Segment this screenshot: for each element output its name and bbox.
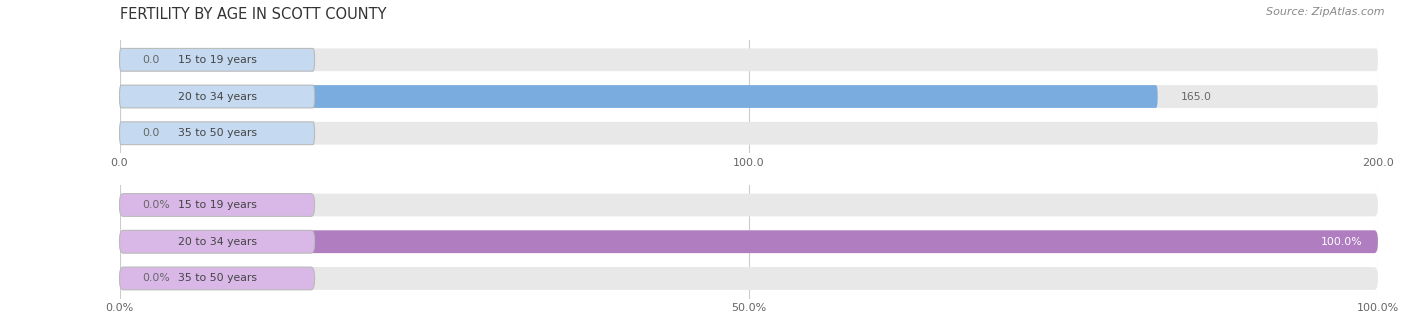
Text: 0.0%: 0.0%: [142, 200, 170, 210]
Text: FERTILITY BY AGE IN SCOTT COUNTY: FERTILITY BY AGE IN SCOTT COUNTY: [120, 7, 387, 21]
Text: 35 to 50 years: 35 to 50 years: [177, 274, 256, 283]
FancyBboxPatch shape: [120, 122, 315, 145]
Text: 100.0%: 100.0%: [1322, 237, 1362, 247]
Text: 20 to 34 years: 20 to 34 years: [177, 237, 256, 247]
Text: 35 to 50 years: 35 to 50 years: [177, 128, 256, 138]
Text: 0.0: 0.0: [142, 128, 159, 138]
FancyBboxPatch shape: [120, 49, 1378, 71]
FancyBboxPatch shape: [120, 85, 315, 108]
FancyBboxPatch shape: [120, 267, 1378, 290]
FancyBboxPatch shape: [120, 230, 1378, 253]
FancyBboxPatch shape: [120, 267, 315, 290]
Text: 165.0: 165.0: [1180, 91, 1212, 102]
FancyBboxPatch shape: [120, 230, 315, 253]
FancyBboxPatch shape: [120, 49, 315, 71]
Text: 15 to 19 years: 15 to 19 years: [177, 55, 256, 65]
FancyBboxPatch shape: [120, 122, 1378, 145]
Text: 20 to 34 years: 20 to 34 years: [177, 91, 256, 102]
FancyBboxPatch shape: [120, 85, 1378, 108]
FancyBboxPatch shape: [120, 85, 1157, 108]
Text: 15 to 19 years: 15 to 19 years: [177, 200, 256, 210]
Text: Source: ZipAtlas.com: Source: ZipAtlas.com: [1267, 7, 1385, 16]
FancyBboxPatch shape: [120, 194, 315, 216]
Text: 0.0: 0.0: [142, 55, 159, 65]
FancyBboxPatch shape: [120, 230, 1378, 253]
FancyBboxPatch shape: [120, 194, 1378, 216]
Text: 0.0%: 0.0%: [142, 274, 170, 283]
